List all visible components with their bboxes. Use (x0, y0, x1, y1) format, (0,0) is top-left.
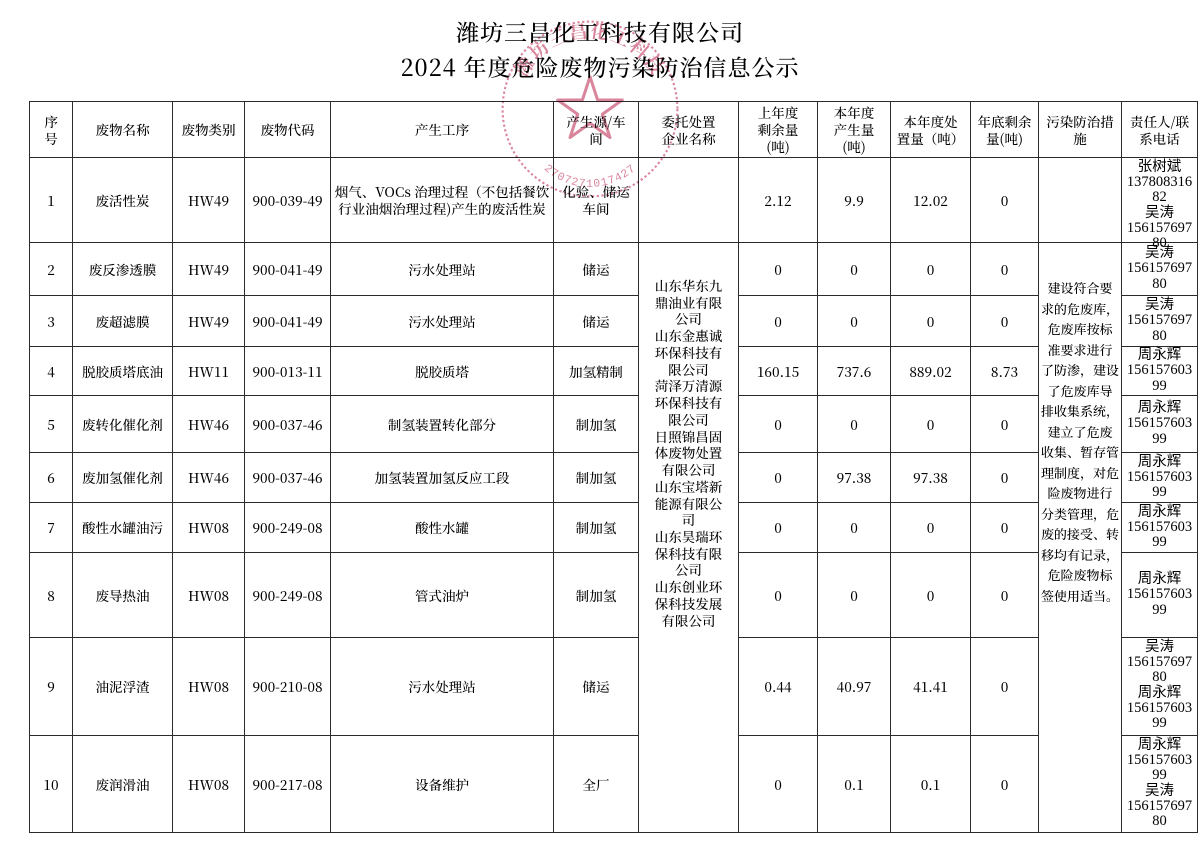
svg-text:潍坊三昌化工科技: 潍坊三昌化工科技 (512, 21, 668, 80)
svg-text:2707271017427: 2707271017427 (541, 163, 639, 191)
